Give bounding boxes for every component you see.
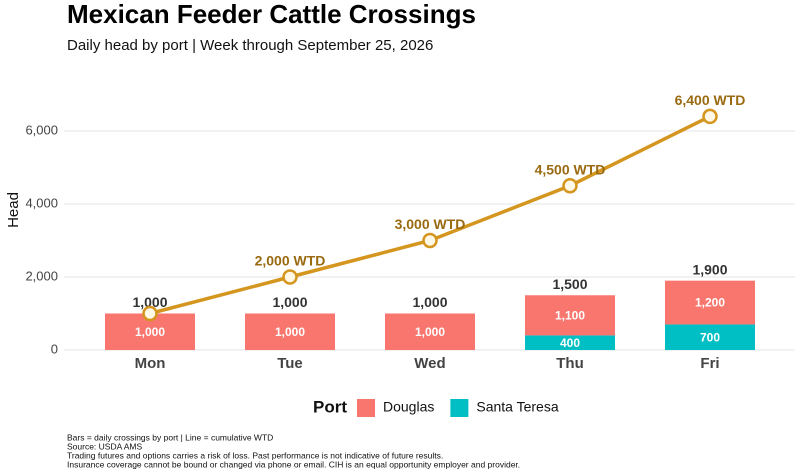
legend-swatch: [357, 399, 375, 417]
total-label: 1,500: [552, 276, 587, 292]
total-label: 1,000: [132, 294, 167, 310]
line-point: [282, 269, 298, 285]
legend-swatch: [450, 399, 469, 417]
bar-value-label: 1,000: [135, 325, 165, 339]
chart-subtitle: Daily head by port | Week through Septem…: [67, 37, 433, 54]
y-axis-label: Head: [5, 192, 22, 228]
footnote: Bars = daily crossings by port | Line = …: [67, 432, 273, 442]
footnote: Insurance coverage cannot be bound or ch…: [67, 459, 520, 469]
x-tick-label: Tue: [277, 355, 303, 372]
chart-title: Mexican Feeder Cattle Crossings: [67, 0, 476, 29]
cumulative-line: [149, 114, 711, 316]
y-tick-label: 0: [51, 341, 58, 356]
bar-segment: [385, 313, 475, 350]
bar-value-label: 1,100: [555, 308, 585, 322]
footnote: Source: USDA AMS: [67, 441, 142, 451]
legend-label: Douglas: [383, 399, 434, 415]
y-tick-label: 2,000: [25, 268, 58, 283]
line-point: [422, 232, 438, 249]
bar-segment: [665, 280, 755, 325]
line-value-label: 4,500 WTD: [535, 161, 606, 177]
bar-segment: [245, 313, 335, 350]
bar-value-label: 1,000: [415, 325, 445, 339]
bar-value-label: 400: [560, 336, 580, 350]
line-point: [142, 305, 158, 322]
legend-label: Santa Teresa: [476, 399, 558, 415]
y-tick-label: 6,000: [25, 122, 58, 137]
line-value-label: 2,000 WTD: [255, 253, 326, 269]
footnote: Trading futures and options carries a ri…: [67, 450, 443, 460]
line-point: [562, 178, 578, 194]
x-tick-label: Wed: [414, 355, 445, 372]
x-tick-label: Fri: [700, 355, 719, 372]
total-label: 1,000: [272, 294, 307, 310]
line-value-label: 3,000 WTD: [395, 216, 466, 232]
legend-title: Port: [313, 397, 347, 416]
bar-segment: [525, 335, 615, 350]
line-point: [702, 108, 718, 125]
bar-segment: [665, 324, 755, 350]
total-label: 1,900: [692, 261, 727, 277]
bar-value-label: 1,200: [695, 296, 725, 310]
x-tick-label: Mon: [135, 355, 166, 372]
bar-segment: [525, 295, 615, 336]
x-tick-label: Thu: [556, 355, 584, 372]
bar-value-label: 1,000: [275, 325, 305, 339]
total-label: 1,000: [412, 294, 447, 310]
bar-value-label: 700: [700, 330, 720, 344]
y-tick-label: 4,000: [25, 195, 58, 210]
line-value-label: 6,400 WTD: [675, 92, 746, 108]
